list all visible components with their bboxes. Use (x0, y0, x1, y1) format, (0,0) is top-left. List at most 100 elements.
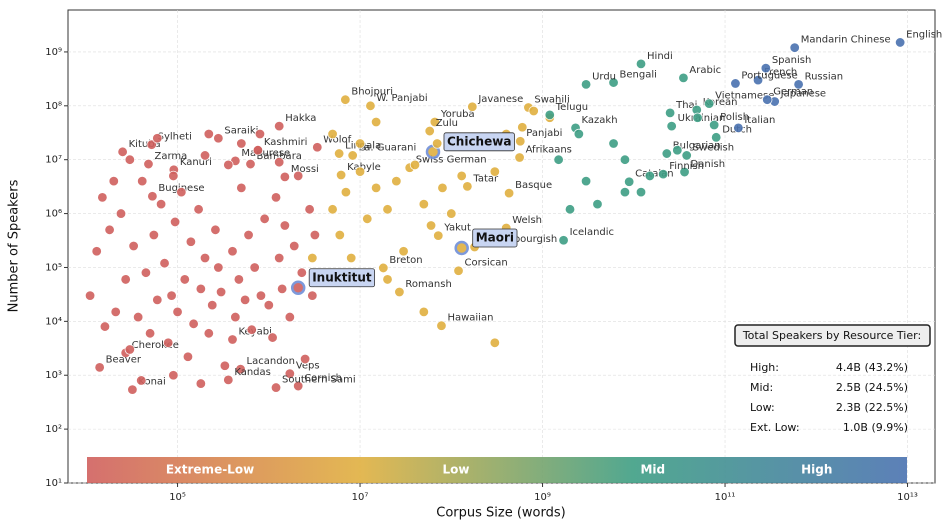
point-label: German (773, 87, 813, 98)
data-point (115, 208, 127, 219)
data-point (293, 380, 304, 392)
point-label: Southern Sami (282, 375, 356, 386)
x-axis-title: Corpus Size (words) (436, 506, 565, 521)
data-point (365, 100, 376, 112)
point-label: Russian (805, 71, 844, 82)
data-point (117, 146, 128, 158)
data-point (309, 229, 321, 241)
point-label: Vietnamese (715, 91, 774, 102)
point-label: Polish (720, 112, 749, 123)
data-point (128, 240, 139, 252)
data-point (580, 175, 592, 187)
point-label: Breton (389, 255, 422, 266)
point-label: Yoruba (440, 109, 475, 120)
data-point (446, 208, 457, 219)
point-label: Bhojpuri (351, 87, 393, 98)
data-point (213, 262, 224, 273)
data-point (188, 318, 199, 330)
point-label: Bambara (256, 151, 301, 162)
data-point (259, 213, 270, 225)
data-point (425, 220, 437, 231)
data-point (733, 122, 744, 134)
point-label: Sylheti (158, 132, 192, 143)
data-point (279, 220, 291, 231)
data-point (213, 133, 224, 144)
data-point (270, 192, 282, 203)
point-label: Kabyle (347, 162, 381, 173)
y-tick-label: 10⁴ (45, 316, 62, 327)
data-point (592, 198, 603, 210)
x-tick-label: 10¹³ (897, 492, 918, 503)
point-label: Mandarin Chinese (801, 35, 891, 46)
point-label: Pa. Guarani (359, 142, 417, 153)
data-point (147, 191, 158, 202)
point-label: French (764, 67, 797, 78)
data-point (246, 324, 257, 335)
data-point (304, 204, 315, 215)
data-point (255, 290, 267, 301)
data-point (193, 204, 204, 215)
data-point (666, 120, 677, 132)
data-point (644, 170, 656, 182)
data-point (152, 133, 163, 144)
y-tick-label: 10⁶ (45, 209, 62, 220)
data-point (252, 145, 264, 156)
summary-title: Total Speakers by Resource Tier: (742, 329, 921, 342)
data-point (489, 166, 501, 177)
point-label: Mossi (291, 164, 319, 175)
y-tick-label: 10⁸ (45, 101, 62, 112)
highlight-label-box (472, 228, 518, 248)
data-point (710, 132, 722, 143)
data-point (437, 182, 448, 194)
y-tick-label: 10⁹ (45, 47, 62, 58)
data-point (230, 311, 241, 323)
data-point (558, 235, 569, 246)
data-point (382, 274, 393, 285)
data-point (185, 236, 197, 247)
data-point (370, 116, 382, 128)
data-point (678, 72, 689, 84)
point-label: Bulgarian (673, 141, 721, 152)
data-point (223, 374, 234, 386)
data-point (679, 166, 690, 178)
tier-label: Mid (640, 463, 665, 477)
data-point (199, 150, 211, 161)
data-point (503, 187, 515, 199)
tier-bar (87, 457, 907, 483)
data-point (333, 148, 345, 159)
tier-label: High (801, 463, 832, 477)
x-tick-label: 10⁹ (534, 492, 551, 503)
point-label: Luxembourgish (481, 234, 558, 245)
y-tick-label: 10¹ (45, 478, 62, 489)
point-label: Javanese (477, 94, 523, 105)
data-point (140, 267, 152, 278)
highlight-label-text: Chichewa (447, 134, 511, 148)
data-point (203, 328, 215, 339)
data-point (236, 138, 247, 149)
data-point (378, 262, 389, 274)
data-point (398, 246, 409, 257)
y-tick-label: 10² (45, 424, 62, 435)
data-point (608, 77, 619, 88)
highlight-label-text: Inuktitut (312, 270, 372, 284)
data-point (124, 154, 136, 165)
data-point (340, 94, 351, 105)
data-point (136, 375, 147, 386)
data-point (148, 229, 160, 241)
data-point (223, 159, 234, 171)
summary-total: 1.0B (9.9%) (843, 421, 908, 434)
data-point (789, 42, 800, 53)
data-point (354, 138, 366, 149)
x-tick-label: 10⁵ (169, 492, 186, 503)
data-point (168, 170, 179, 182)
data-point (163, 337, 174, 348)
data-point (623, 176, 635, 187)
data-point (752, 74, 764, 86)
point-label: Portuguese (741, 70, 797, 81)
data-point (166, 290, 177, 301)
data-point (346, 252, 357, 264)
data-point (290, 280, 306, 296)
summary-total: 4.4B (43.2%) (836, 361, 908, 374)
data-point (284, 368, 296, 379)
